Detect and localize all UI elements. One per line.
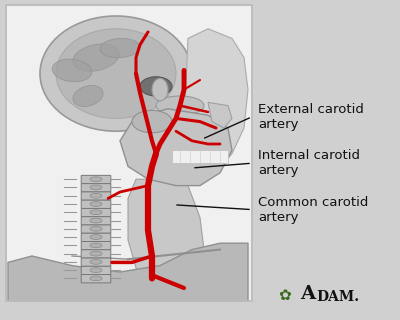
Text: DAM.: DAM.	[316, 290, 359, 304]
Text: A: A	[300, 285, 315, 303]
Text: External carotid
artery: External carotid artery	[258, 103, 364, 131]
Ellipse shape	[140, 77, 172, 96]
Polygon shape	[208, 102, 232, 128]
Ellipse shape	[132, 110, 172, 133]
Ellipse shape	[152, 78, 168, 101]
Ellipse shape	[90, 226, 102, 231]
Ellipse shape	[90, 193, 102, 198]
Text: Internal carotid
artery: Internal carotid artery	[258, 149, 360, 177]
Ellipse shape	[90, 243, 102, 248]
Polygon shape	[128, 179, 204, 288]
FancyBboxPatch shape	[81, 217, 111, 225]
Ellipse shape	[90, 185, 102, 190]
Ellipse shape	[90, 251, 102, 256]
Ellipse shape	[52, 59, 92, 82]
Text: Common carotid
artery: Common carotid artery	[258, 196, 368, 224]
Text: ✿: ✿	[278, 289, 291, 303]
Polygon shape	[8, 243, 248, 301]
Polygon shape	[120, 109, 232, 186]
FancyBboxPatch shape	[81, 233, 111, 242]
FancyBboxPatch shape	[6, 5, 252, 301]
FancyBboxPatch shape	[81, 200, 111, 209]
FancyBboxPatch shape	[81, 242, 111, 250]
FancyBboxPatch shape	[81, 275, 111, 283]
Ellipse shape	[40, 16, 192, 131]
Ellipse shape	[90, 276, 102, 281]
Ellipse shape	[156, 96, 204, 115]
FancyBboxPatch shape	[81, 175, 111, 184]
Ellipse shape	[90, 235, 102, 239]
Ellipse shape	[90, 268, 102, 273]
Ellipse shape	[90, 218, 102, 223]
FancyBboxPatch shape	[81, 192, 111, 200]
Ellipse shape	[56, 29, 176, 118]
Ellipse shape	[90, 210, 102, 215]
FancyBboxPatch shape	[81, 266, 111, 275]
Ellipse shape	[90, 260, 102, 264]
FancyBboxPatch shape	[81, 258, 111, 266]
FancyBboxPatch shape	[81, 184, 111, 192]
Polygon shape	[184, 29, 248, 173]
FancyBboxPatch shape	[81, 225, 111, 233]
Ellipse shape	[73, 85, 103, 107]
Ellipse shape	[90, 202, 102, 206]
Polygon shape	[172, 150, 228, 163]
Ellipse shape	[100, 38, 140, 58]
FancyBboxPatch shape	[81, 250, 111, 258]
Ellipse shape	[73, 44, 119, 71]
FancyBboxPatch shape	[81, 208, 111, 217]
Ellipse shape	[90, 177, 102, 181]
